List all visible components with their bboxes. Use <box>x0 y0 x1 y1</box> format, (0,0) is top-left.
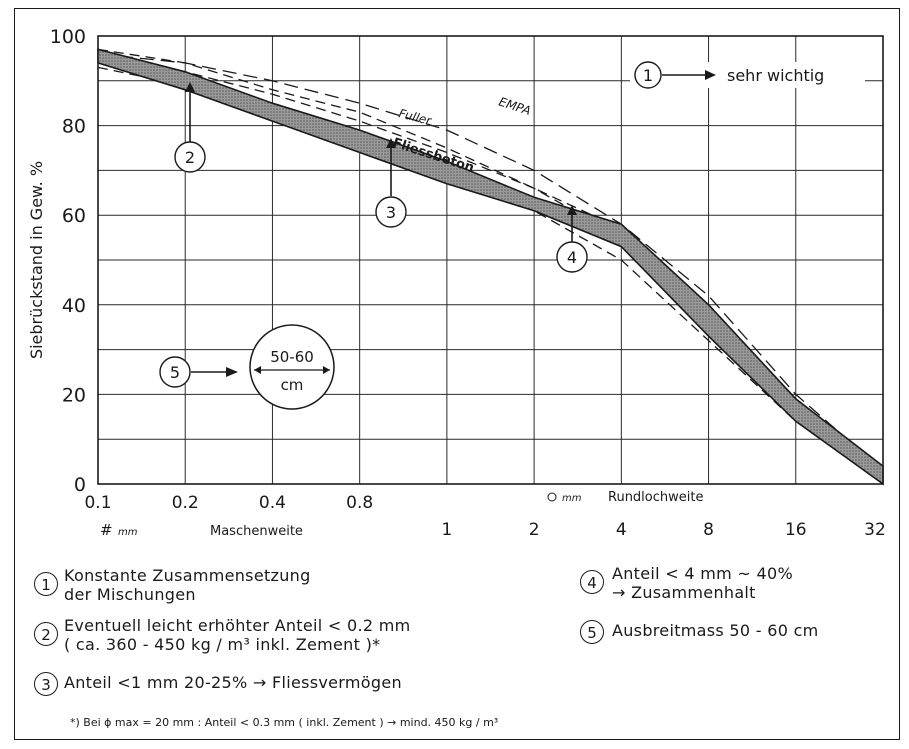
x-tick-label-bottom: 4 <box>616 520 627 540</box>
annotation-1-arrow-head <box>705 70 716 80</box>
reference-curve-fuller <box>97 57 884 476</box>
note-4-badge: 4 <box>580 570 604 594</box>
x-axis-unit-bottom: mm <box>118 527 138 538</box>
y-tick-label: 40 <box>62 295 86 317</box>
annotation-1-text: sehr wichtig <box>727 66 824 85</box>
mesh-icon: # <box>100 521 113 539</box>
fliessbeton-band <box>97 48 884 486</box>
plot-border <box>97 35 884 485</box>
empa-label: EMPA <box>497 95 533 118</box>
x-axis-label-bottom: Maschenweite <box>210 524 303 539</box>
x-axis-label-top: Rundlochweite <box>608 490 703 505</box>
reference-curve-bound-2 <box>97 66 884 485</box>
y-tick-label: 0 <box>74 474 86 496</box>
annotation-3-arrow-head <box>386 138 396 148</box>
y-axis-label: Siebrückstand in Gew. % <box>27 161 46 359</box>
x-tick-label-bottom: 1 <box>441 520 452 540</box>
x-tick-label-top: 0.2 <box>172 493 199 513</box>
spread-unit-label: cm <box>281 376 304 394</box>
annotation-5-number: 5 <box>170 363 180 382</box>
y-tick-label: 80 <box>62 116 86 138</box>
note-3-text: Anteil <1 mm 20-25% → Fliessvermögen <box>64 673 402 692</box>
reference-curve-empa <box>97 53 884 472</box>
annotation-1-number: 1 <box>643 66 653 85</box>
y-tick-label: 100 <box>50 26 86 48</box>
note-4-line1: Anteil < 4 mm ~ 40% <box>612 564 793 583</box>
annotation-4-number: 4 <box>567 248 577 267</box>
spread-circle <box>249 324 335 410</box>
note-4-text: Anteil < 4 mm ~ 40% → Zusammenhalt <box>612 564 793 602</box>
annotation-4-circle <box>556 241 588 273</box>
annotation-2-arrow-head <box>185 82 195 92</box>
y-tick-label: 20 <box>62 384 86 406</box>
annotation-3-circle <box>375 196 407 228</box>
x-tick-label-bottom: 2 <box>529 520 540 540</box>
x-axis-unit-top: mm <box>562 493 582 504</box>
note-5-text: Ausbreitmass 50 - 60 cm <box>612 621 819 640</box>
x-tick-label-top: 0.8 <box>346 493 373 513</box>
note-5-line1: Ausbreitmass 50 - 60 cm <box>612 621 819 640</box>
annotation-3-number: 3 <box>386 203 396 222</box>
fuller-label: Fuller <box>397 106 433 128</box>
spread-left-arrowhead <box>254 366 261 374</box>
y-tick-label: 60 <box>62 205 86 227</box>
annotation-4-arrow-head <box>567 205 577 215</box>
note-2-line1: Eventuell leicht erhöhter Anteil < 0.2 m… <box>64 616 411 635</box>
note-4-line2: → Zusammenhalt <box>612 583 756 602</box>
note-2-badge: 2 <box>34 622 58 646</box>
note-3-line1: Anteil <1 mm 20-25% → Fliessvermögen <box>64 673 402 692</box>
annotation-2-number: 2 <box>185 148 195 167</box>
annotation-1-circle <box>634 61 662 89</box>
spread-right-arrowhead <box>323 366 330 374</box>
spread-value-label: 50-60 <box>270 348 314 366</box>
note-5-badge: 5 <box>580 620 604 644</box>
round-hole-icon <box>547 492 557 502</box>
note-1-text: Konstante Zusammensetzung der Mischungen <box>64 566 311 604</box>
x-tick-label-top: 0.1 <box>84 493 111 513</box>
reference-curve-bound-3 <box>97 48 884 476</box>
annotation-5-circle <box>159 356 191 388</box>
annotation-2-circle <box>174 141 206 173</box>
note-1-badge: 1 <box>34 572 58 596</box>
note-1-line1: Konstante Zusammensetzung <box>64 566 311 585</box>
x-tick-label-bottom: 32 <box>864 520 886 540</box>
x-tick-label-bottom: 8 <box>703 520 714 540</box>
figure-frame <box>14 8 900 740</box>
x-tick-label-bottom: 16 <box>785 520 807 540</box>
footnote: *) Bei ϕ max = 20 mm : Anteil < 0.3 mm (… <box>70 716 499 729</box>
note-2-line2: ( ca. 360 - 450 kg / m³ inkl. Zement )* <box>64 635 381 654</box>
note-2-text: Eventuell leicht erhöhter Anteil < 0.2 m… <box>64 616 411 654</box>
note-1-line2: der Mischungen <box>64 585 196 604</box>
x-tick-label-top: 0.4 <box>259 493 286 513</box>
annotation-5-arrow-head <box>226 367 238 377</box>
note-3-badge: 3 <box>34 672 58 696</box>
